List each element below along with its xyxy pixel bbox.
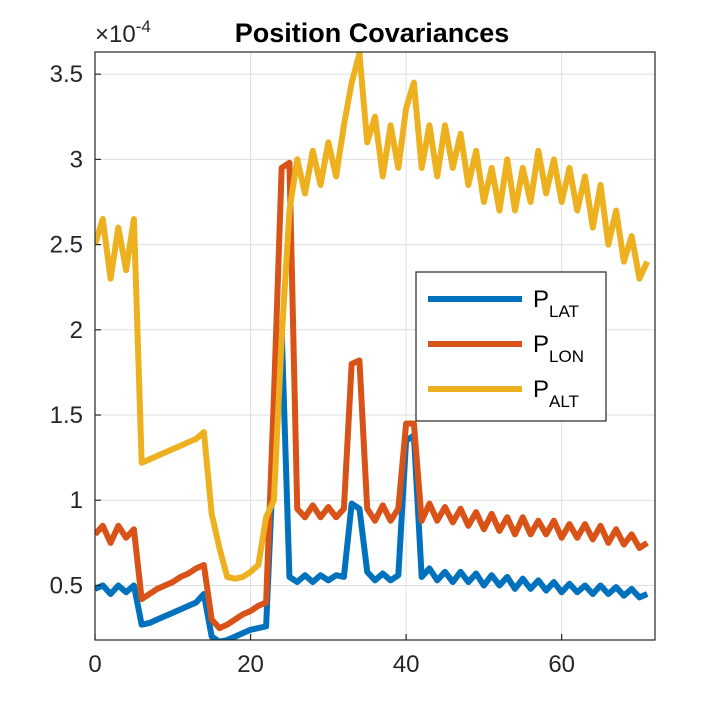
legend-name: P	[533, 376, 549, 403]
y-tick-label: 0.5	[50, 572, 83, 599]
legend-label: PLON	[533, 331, 584, 366]
x-tick-label: 40	[393, 651, 420, 678]
y-tick-label: 1	[70, 487, 83, 514]
y-tick-label: 1.5	[50, 402, 83, 429]
legend-subscript: LON	[549, 347, 584, 366]
axes-box	[94, 51, 656, 641]
y-tick-label: 2	[70, 317, 83, 344]
grid	[94, 52, 655, 640]
x-tick-label: 60	[548, 651, 575, 678]
y-tick-label: 3.5	[50, 61, 83, 88]
legend-label: PALT	[533, 376, 579, 411]
legend-subscript: LAT	[549, 302, 579, 321]
series-line	[95, 52, 650, 582]
plot-lines	[95, 52, 650, 640]
chart-title: Position Covariances	[235, 18, 510, 48]
ticks: 0 20 40 60 0.5 1 1.5 2 2.5 3 3.5	[50, 61, 575, 678]
legend-label: PLAT	[533, 286, 579, 321]
legend-name: P	[533, 286, 549, 313]
legend-subscript: ALT	[549, 392, 579, 411]
legend-name: P	[533, 331, 549, 358]
series-line	[95, 326, 649, 640]
multiplier-base: ×10	[95, 21, 136, 48]
series-line	[95, 159, 649, 632]
y-tick-label: 3	[70, 146, 83, 173]
x-tick-label: 0	[88, 651, 101, 678]
x-tick-label: 20	[237, 651, 264, 678]
axis-multiplier: ×10-4	[95, 17, 151, 48]
y-tick-label: 2.5	[50, 232, 83, 259]
multiplier-exponent: -4	[136, 17, 151, 36]
